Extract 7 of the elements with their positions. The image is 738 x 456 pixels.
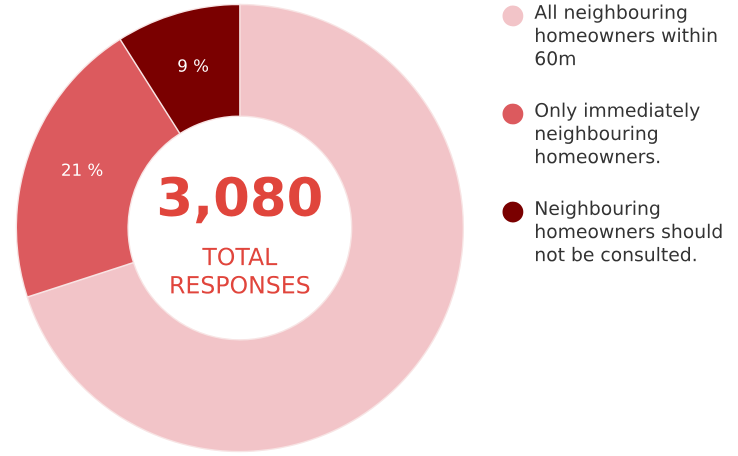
legend-label: All neighbouring homeowners within 60m (534, 4, 716, 66)
text: TOTAL RESPONSES (171, 248, 310, 294)
data-label: 9 % (178, 59, 208, 72)
legend-label: Only immediately neighbouring homeowners. (535, 102, 700, 164)
data-label: 21 % (62, 163, 102, 176)
text: 3,080 (160, 176, 321, 224)
legend-label: Neighbouring homeowners should not be consulted. (536, 200, 722, 262)
